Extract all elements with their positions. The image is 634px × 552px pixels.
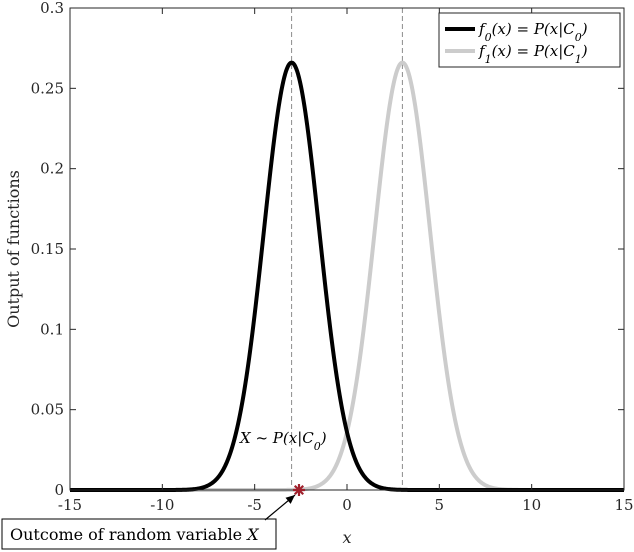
x-tick-label: 10	[522, 496, 541, 514]
tick-labels: -15 -10 -5 0 5 10 15 0 0.05 0.1 0.15 0.2 0.25 0.3 x Out…	[4, 0, 634, 547]
outcome-label: Outcome of random variable X	[10, 525, 259, 544]
x-tick-label: -10	[150, 496, 174, 514]
x-tick-label: 0	[342, 496, 352, 514]
x-axis-label: x	[342, 528, 351, 547]
y-tick-label: 0.1	[40, 320, 64, 338]
x-tick-label: -5	[247, 496, 262, 514]
legend-label-0: f0(x) = P(x|C0)	[478, 20, 588, 44]
y-tick-label: 0.15	[31, 240, 64, 258]
outcome-label-box	[1, 518, 277, 550]
marker-stroke	[293, 484, 305, 496]
legend-box	[438, 12, 621, 68]
y-tick-label: 0.2	[40, 160, 64, 178]
legend: f0(x) = P(x|C0)f1(x) = P(x|C1)	[438, 12, 621, 68]
y-tick-label: 0.25	[31, 79, 64, 97]
y-tick-label: 0	[54, 481, 64, 499]
y-axis-label: Output of functions	[4, 170, 23, 328]
annotations: X ~ P(x|C0) Outcome of random variable X	[1, 429, 327, 550]
y-tick-label: 0.05	[31, 401, 64, 419]
x-tick-label: -15	[58, 496, 82, 514]
x-tick-label: 5	[435, 496, 445, 514]
outcome-marker	[292, 484, 305, 496]
outcome-asterisk-marker	[292, 484, 305, 496]
plot-background	[70, 8, 624, 490]
y-tick-label: 0.3	[40, 0, 64, 17]
plot-area	[70, 8, 624, 490]
distribution-label: X ~ P(x|C0)	[239, 429, 327, 453]
vertical-reference-lines	[291, 8, 403, 490]
legend-label-1: f1(x) = P(x|C1)	[478, 42, 588, 66]
outcome-arrowhead	[285, 495, 295, 504]
x-tick-label: 15	[614, 496, 633, 514]
